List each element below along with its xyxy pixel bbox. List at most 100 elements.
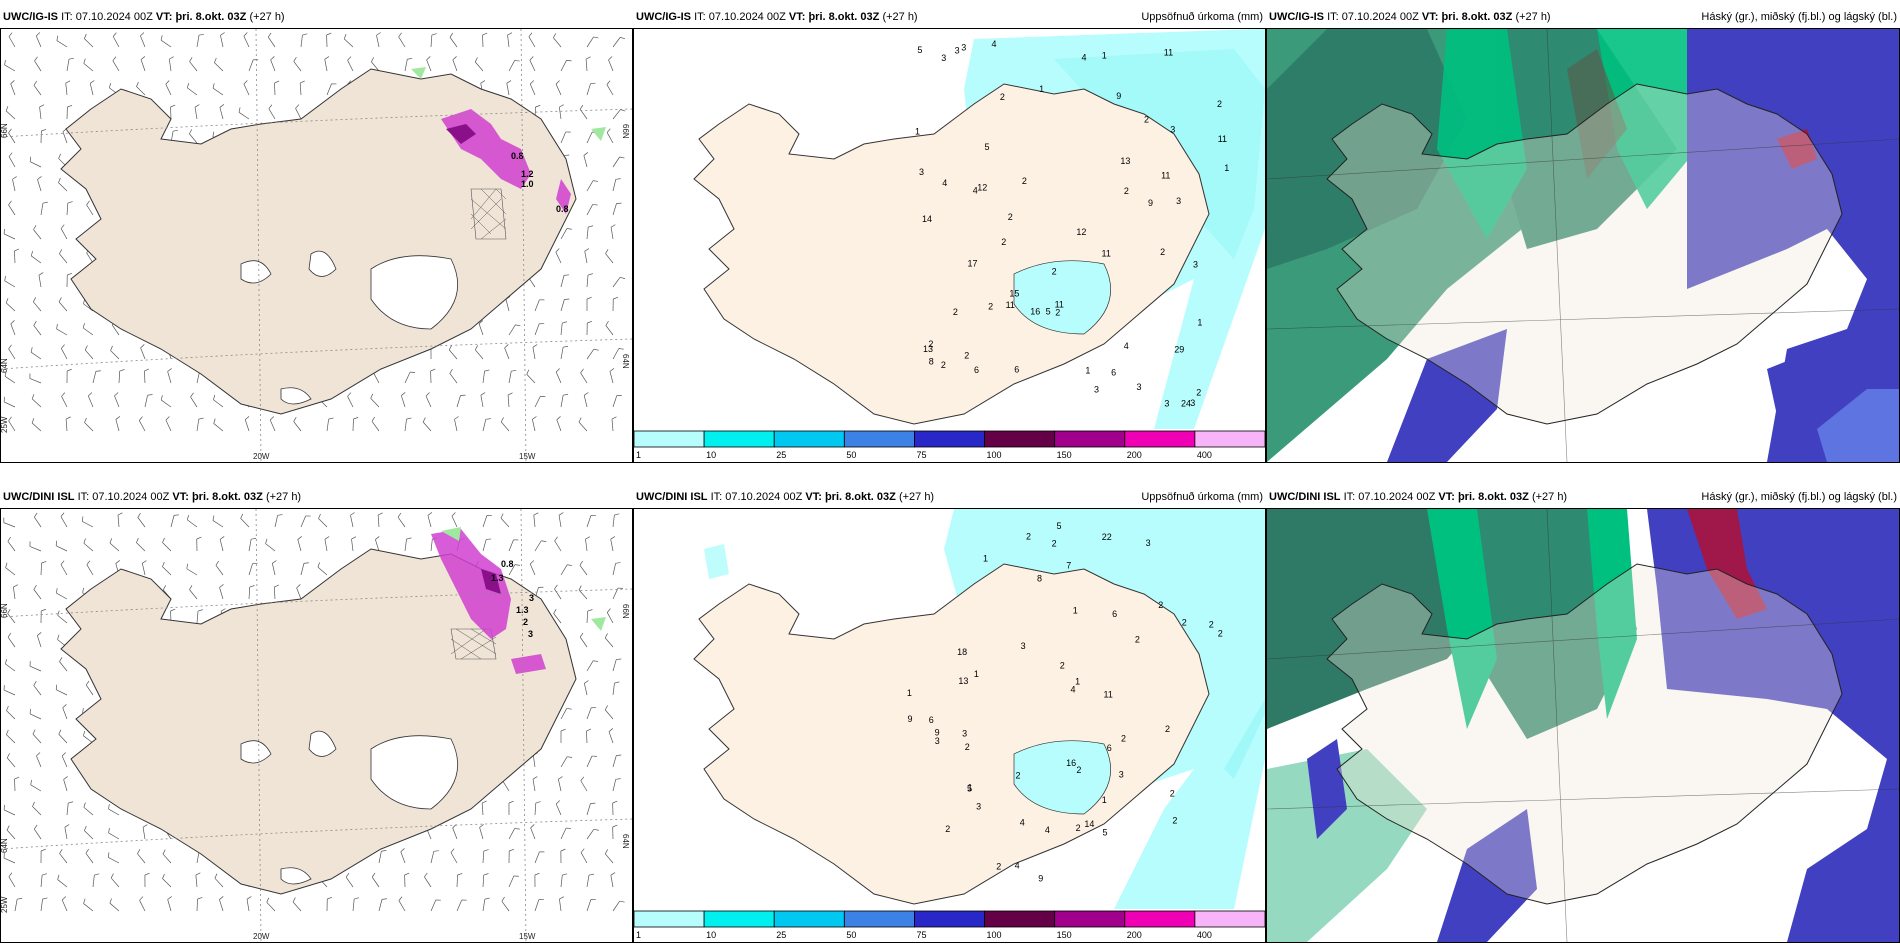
wind-barb: [586, 227, 589, 240]
model-name: UWC/IG-IS: [1269, 11, 1324, 23]
wind-barb-flag: [343, 34, 347, 39]
wind-barb-flag: [13, 584, 18, 588]
wind-barb: [612, 779, 617, 792]
annotation: 2: [523, 617, 528, 627]
wind-barb-flag: [31, 418, 35, 424]
wind-barb: [378, 899, 383, 912]
wind-barb-flag: [377, 512, 383, 516]
wind-barb: [560, 323, 563, 336]
wind-barb: [194, 107, 198, 120]
colorbar-swatch: [1054, 430, 1126, 448]
wind-barb: [474, 61, 484, 72]
lon-label: 20W: [253, 452, 270, 461]
lon-label: 25W: [1, 416, 9, 433]
wind-barb-flag: [82, 587, 84, 593]
colorbar-tick: 1: [636, 930, 641, 940]
wind-barb-flag: [506, 80, 512, 84]
wind-barb: [190, 396, 198, 408]
precip-panel-top: UWC/IG-IS IT: 07.10.2024 00Z VT: þri. 8.…: [633, 11, 1266, 463]
precip-over-glacier: [1013, 740, 1111, 815]
it-value: 07.10.2024 00Z: [725, 491, 803, 503]
wind-barb: [612, 109, 621, 120]
precip-value: 8: [1037, 574, 1042, 584]
panel-header: UWC/DINI ISL IT: 07.10.2024 00Z VT: þri.…: [1, 487, 632, 507]
wind-barb-flag: [422, 417, 426, 423]
wind-barb-flag: [618, 348, 624, 350]
wind-barb-flag: [59, 657, 63, 662]
wind-barb-flag: [404, 872, 410, 876]
wind-barb: [36, 635, 42, 648]
wind-barb: [452, 827, 458, 840]
wind-barb: [508, 539, 514, 552]
wind-barb: [274, 515, 278, 528]
wind-barb: [62, 131, 68, 144]
wind-barb: [560, 756, 568, 768]
glacier-vatnajokull: [370, 735, 458, 810]
precip-value: 2: [1172, 816, 1177, 826]
precip-value: 2: [1160, 247, 1165, 257]
wind-barb-flag: [243, 80, 248, 85]
wind-barb-flag: [212, 515, 215, 521]
precip-value: 1: [1039, 84, 1044, 94]
wind-barb-flag: [586, 728, 592, 732]
wind-barb: [427, 515, 432, 528]
wind-barb-flag: [83, 730, 86, 736]
wind-barb: [60, 228, 68, 240]
wind-barb: [560, 875, 563, 888]
wind-barb-flag: [406, 417, 412, 420]
wind-barb: [555, 371, 562, 384]
wind-barb-flag: [7, 609, 11, 614]
wind-barb-flag: [407, 57, 413, 60]
wind-barb: [554, 588, 562, 600]
wind-barb-flag: [40, 848, 46, 852]
wind-barb: [534, 803, 537, 816]
wind-barb-flag: [606, 608, 611, 613]
wind-barb: [529, 83, 536, 96]
wind-barb: [612, 659, 617, 672]
wind-barb-flag: [187, 82, 190, 88]
wind-barb: [162, 542, 172, 552]
wind-barb-flag: [514, 564, 520, 566]
wind-barb-flag: [604, 633, 608, 639]
wind-barb-flag: [7, 632, 12, 638]
wind-barb-flag: [397, 512, 402, 518]
wind-barb: [606, 132, 614, 144]
vt-value: þri. 8.okt. 03Z: [824, 491, 896, 503]
wind-barb: [34, 60, 42, 72]
wind-barb: [267, 36, 276, 48]
wind-barb: [248, 59, 254, 72]
wind-barb: [586, 707, 592, 720]
wind-barb-flag: [7, 536, 11, 542]
wind-barb: [269, 419, 276, 432]
wind-barb: [243, 83, 250, 96]
wind-barb: [612, 395, 618, 408]
wind-barb: [295, 108, 302, 120]
wind-barb: [12, 179, 16, 192]
wind-barb: [605, 325, 614, 336]
wind-barb: [40, 899, 43, 912]
wind-barb: [84, 422, 94, 432]
wind-barb: [612, 755, 617, 768]
wind-barb: [140, 35, 146, 48]
precip-value: 12: [977, 182, 987, 192]
colorbar-swatch: [1124, 430, 1196, 448]
wind-barb-flag: [33, 225, 37, 230]
wind-barb: [59, 661, 68, 672]
precip-value: 24: [1181, 399, 1191, 409]
wind-barb: [248, 563, 253, 576]
wind-barb-flag: [34, 56, 38, 62]
dense-low-cloud: [1777, 129, 1817, 169]
model-name: UWC/DINI ISL: [1269, 491, 1341, 503]
wind-barb: [56, 328, 68, 336]
wind-barb-flag: [6, 729, 9, 735]
wind-barb: [586, 611, 589, 624]
wind-barb-flag: [398, 896, 403, 901]
wind-barb-flag: [563, 274, 570, 276]
wind-barb-flag: [554, 536, 558, 542]
wind-barb-flag: [585, 56, 591, 60]
wind-barb: [347, 396, 354, 408]
wind-barb: [604, 709, 614, 720]
precip-value: 3: [1170, 125, 1175, 135]
wind-barb-flag: [220, 32, 225, 36]
